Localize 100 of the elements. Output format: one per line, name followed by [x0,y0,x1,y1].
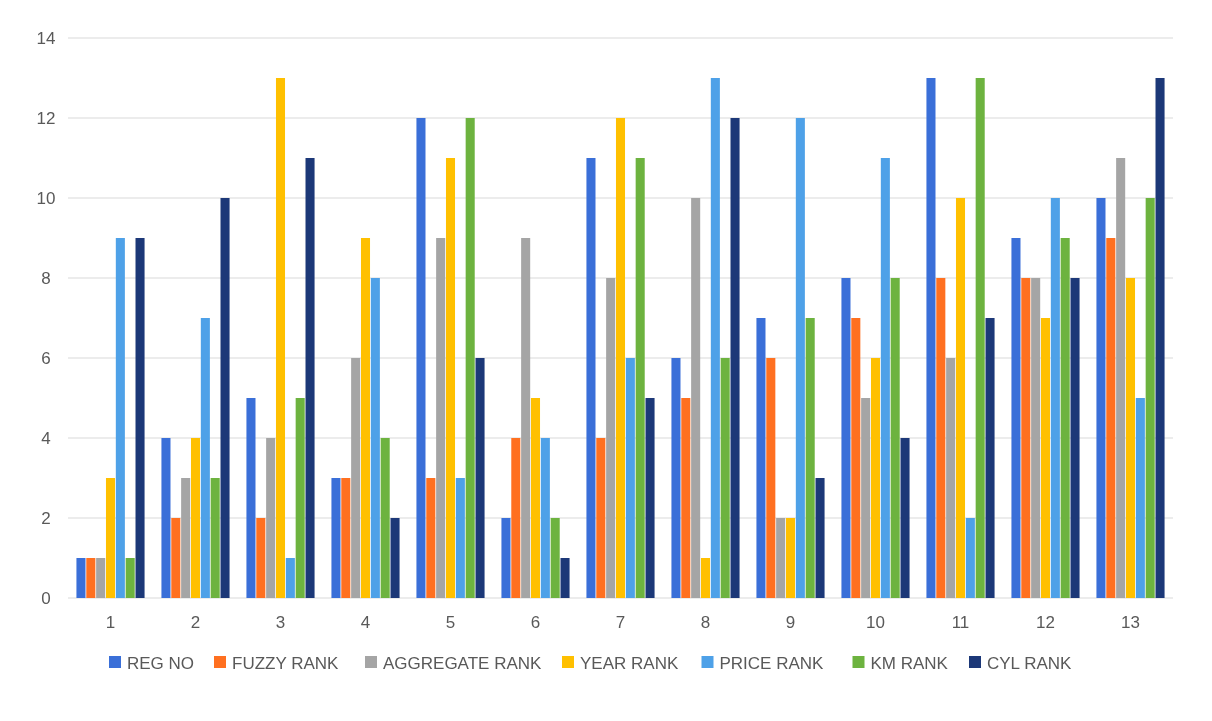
x-tick-label: 4 [360,613,371,632]
legend-label: REG NO [127,653,195,673]
bar [256,518,266,598]
bar [890,278,900,598]
bar [331,478,341,598]
y-tick-label: 12 [36,108,56,128]
bar [560,558,570,598]
bar [1070,278,1080,598]
bar [135,238,145,598]
y-tick-label: 0 [41,588,51,608]
bar [511,438,521,598]
x-tick-label: 9 [785,613,796,632]
bar [671,358,681,598]
bar [851,318,861,598]
bar [295,398,305,598]
bar [426,478,436,598]
bar [445,158,456,598]
bar [606,278,616,598]
bar [171,518,181,598]
bar [691,198,701,598]
bar [805,318,815,598]
bar [1021,278,1031,598]
bar [645,398,655,598]
bar [756,318,766,598]
bar [105,478,116,598]
bar [220,198,230,598]
bar [76,558,86,598]
bar [416,118,426,598]
bar [161,438,171,598]
bar [861,398,871,598]
bar [200,318,210,598]
bar [946,358,956,598]
x-tick-label: 12 [1036,613,1055,632]
x-tick-label: 5 [445,613,456,632]
bar [926,78,936,598]
bar [681,398,691,598]
x-tick-label: 8 [700,613,711,632]
bar [275,78,286,598]
bar [1116,158,1126,598]
bar [975,78,985,598]
bar [115,238,125,598]
bar [360,238,371,598]
bar [700,558,711,598]
bar [1155,78,1165,598]
bar [96,558,106,598]
bar [815,478,825,598]
bar [586,158,596,598]
bar [1011,238,1021,598]
bar [380,438,390,598]
bar [465,118,475,598]
bar [730,118,740,598]
bar [390,518,400,598]
x-tick-label: 11 [951,613,970,632]
x-tick-label: 10 [866,613,885,632]
bar [625,358,635,598]
bar [1060,238,1070,598]
x-tick-label: 13 [1121,613,1140,632]
bar [936,278,946,598]
legend-label: YEAR RANK [580,653,679,673]
bar [776,518,786,598]
bar [285,558,295,598]
bar [870,358,881,598]
bar [985,318,995,598]
legend-label: PRICE RANK [719,653,825,673]
bar [795,118,805,598]
bar [246,398,256,598]
bar [710,78,720,598]
bar [635,158,645,598]
bar [1106,238,1116,598]
y-tick-label: 2 [41,508,51,528]
bar [596,438,606,598]
bar [900,438,910,598]
bar [530,398,541,598]
bar [955,198,966,598]
bar [550,518,560,598]
bar [436,238,446,598]
bar [1050,198,1060,598]
bar [1145,198,1155,598]
x-tick-label: 1 [105,613,116,632]
legend-label: FUZZY RANK [232,653,340,673]
bar [1096,198,1106,598]
y-tick-label: 8 [41,268,51,288]
bar [1040,318,1051,598]
bar [475,358,485,598]
bar [965,518,975,598]
bar [880,158,890,598]
x-tick-label: 3 [275,613,286,632]
bar [190,438,201,598]
bar [1031,278,1041,598]
bar [766,358,776,598]
bar [720,358,730,598]
bar [615,118,626,598]
bar [210,478,220,598]
bar [501,518,511,598]
x-tick-label: 2 [190,613,201,632]
bar [351,358,361,598]
bar [86,558,96,598]
bar [785,518,796,598]
x-tick-label: 7 [615,613,626,632]
bar [370,278,380,598]
